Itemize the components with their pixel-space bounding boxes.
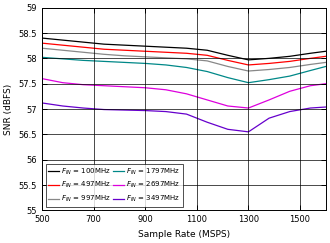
Legend: $F_{IN}$ = 100MHz, $F_{IN}$ = 497MHz, $F_{IN}$ = 997MHz, $F_{IN}$ = 1797MHz, $F_: $F_{IN}$ = 100MHz, $F_{IN}$ = 497MHz, $F… xyxy=(46,164,182,207)
X-axis label: Sample Rate (MSPS): Sample Rate (MSPS) xyxy=(138,230,230,239)
Y-axis label: SNR (dBFS): SNR (dBFS) xyxy=(4,83,13,135)
